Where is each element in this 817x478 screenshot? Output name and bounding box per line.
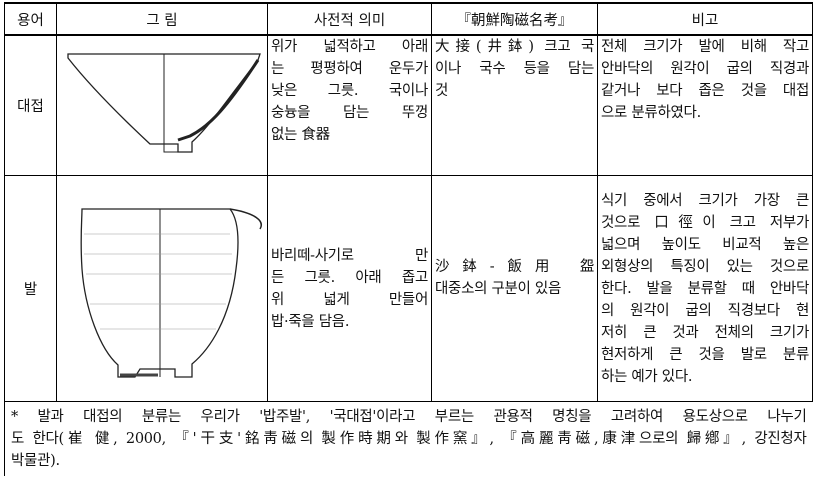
footnote-line: 도 한다(崔 健, 2000, 『'干支'銘靑磁의 製作時期와 製作窯』, 『高…: [11, 431, 807, 447]
footnote-line: 박물관).: [11, 453, 60, 469]
book-line: 沙鉢-飯用 盌: [435, 258, 594, 275]
picture: [56, 34, 268, 176]
note-line: 의 원각이 굽의 직경보다 현: [601, 302, 809, 319]
header-cell: 비고: [597, 2, 813, 36]
book-line: 것: [435, 83, 449, 99]
header-cell: 그 림: [56, 2, 268, 36]
header-cell: 『朝鮮陶磁名考』: [431, 2, 598, 36]
book-line: 이나 국수 등을 담는: [435, 61, 594, 77]
header-cell: 사전적 의미: [267, 2, 432, 36]
note-line: 저히 큰 것과 전체의 크기가: [601, 324, 809, 341]
book-line: 대중소의 구분이 있음: [435, 280, 561, 297]
footnote: * 발과 대접의 분류는 우리가 '밥주발', '국대접'이라고 부르는 관용적…: [4, 401, 813, 476]
meaning-line: 낮은 그릇. 국이나: [271, 83, 428, 99]
note-line: 같거나 보다 좁은 것을 대접: [601, 83, 809, 99]
header-cell: 용어: [4, 2, 57, 36]
term: 발: [4, 175, 57, 402]
bowl-drawing: [67, 53, 261, 153]
footnote-row: * 발과 대접의 분류는 우리가 '밥주발', '국대접'이라고 부르는 관용적…: [4, 401, 813, 476]
meaning-line: 밥·죽을 담음.: [271, 313, 350, 330]
meaning-line: 는 평평하여 운두가: [271, 61, 428, 77]
meaning-line: 위 넓게 만들어: [271, 291, 428, 308]
note-line: 현저하게 큰 것을 발로 분류: [601, 346, 809, 363]
book: 沙鉢-飯用 盌 대중소의 구분이 있음: [431, 175, 598, 402]
note-line: 하는 예가 있다.: [601, 368, 693, 385]
meaning-line: 바리떼-사기로 만: [271, 247, 428, 264]
note-line: 외형상의 특징이 있는 것으로: [601, 258, 809, 275]
picture: [56, 175, 268, 402]
bowl-drawing: [80, 208, 262, 378]
term: 대접: [4, 34, 57, 176]
footnote-line: * 발과 대접의 분류는 우리가 '밥주발', '국대접'이라고 부르는 관용적…: [11, 409, 807, 425]
note-line: 전체 크기가 발에 비해 작고: [601, 39, 809, 55]
note-line: 것으로 口徑이 크고 저부가: [601, 214, 809, 231]
meaning-line: 없는 食器: [271, 127, 330, 143]
header-row: 용어 그 림 사전적 의미 『朝鮮陶磁名考』 비고: [4, 2, 813, 36]
note-line: 한다. 발을 분류할 때 안바닥: [601, 280, 809, 297]
note-line: 넓으며 높이도 비교적 높은: [601, 236, 809, 253]
meaning-line: 든 그릇. 아래 좁고: [271, 269, 428, 286]
note-line: 안바닥의 원각이 굽의 직경과: [601, 61, 809, 77]
book-line: 大接(井鉢) 크고 국: [435, 39, 594, 55]
meaning-line: 숭늉을 담는 뚜껑: [271, 105, 428, 121]
meaning-line: 위가 넓적하고 아래: [271, 39, 428, 55]
note-line: 으로 분류하였다.: [601, 105, 701, 121]
note-line: 식기 중에서 크기가 가장 큰: [601, 192, 809, 209]
